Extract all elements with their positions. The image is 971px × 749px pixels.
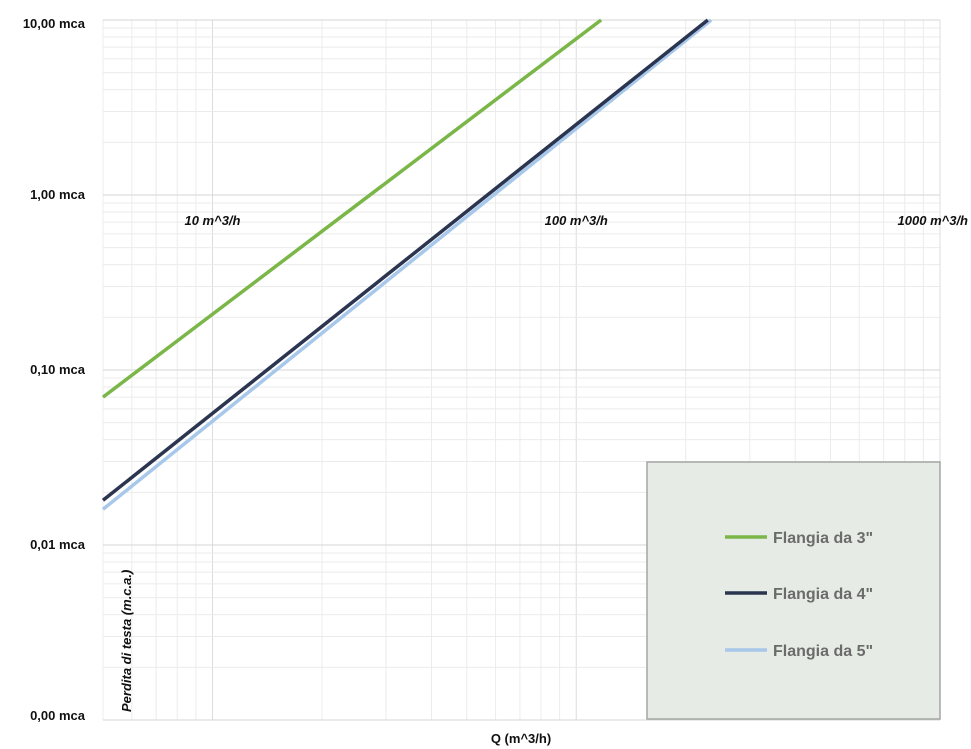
y-axis-label: Perdita di testa (m.c.a.)	[119, 570, 134, 712]
series-line-1	[101, 18, 709, 502]
y-tick-label: 0,01 mca	[30, 537, 86, 552]
legend-label-flangia-5: Flangia da 5"	[773, 643, 873, 660]
series-lines	[101, 18, 713, 511]
series-line-2	[101, 18, 713, 511]
x-tick-label: 100 m^3/h	[545, 213, 608, 228]
y-tick-label: 0,10 mca	[30, 362, 86, 377]
legend-label-flangia-4: Flangia da 4"	[773, 586, 873, 603]
series-line-0	[101, 18, 603, 399]
x-tick-label: 1000 m^3/h	[898, 213, 969, 228]
legend-label-flangia-3: Flangia da 3"	[773, 530, 873, 547]
x-tick-label: 10 m^3/h	[184, 213, 240, 228]
x-axis-label: Q (m^3/h)	[491, 731, 551, 746]
legend: Flangia da 3" Flangia da 4" Flangia da 5…	[646, 461, 941, 720]
legend-box	[646, 461, 941, 720]
x-tick-labels: 10 m^3/h 100 m^3/h 1000 m^3/h	[184, 213, 968, 228]
y-tick-labels: 10,00 mca 1,00 mca 0,10 mca 0,01 mca 0,00 mc…	[23, 16, 86, 723]
y-tick-label: 10,00 mca	[23, 16, 86, 31]
y-tick-label: 1,00 mca	[30, 187, 86, 202]
y-tick-label: 0,00 mca	[30, 708, 86, 723]
